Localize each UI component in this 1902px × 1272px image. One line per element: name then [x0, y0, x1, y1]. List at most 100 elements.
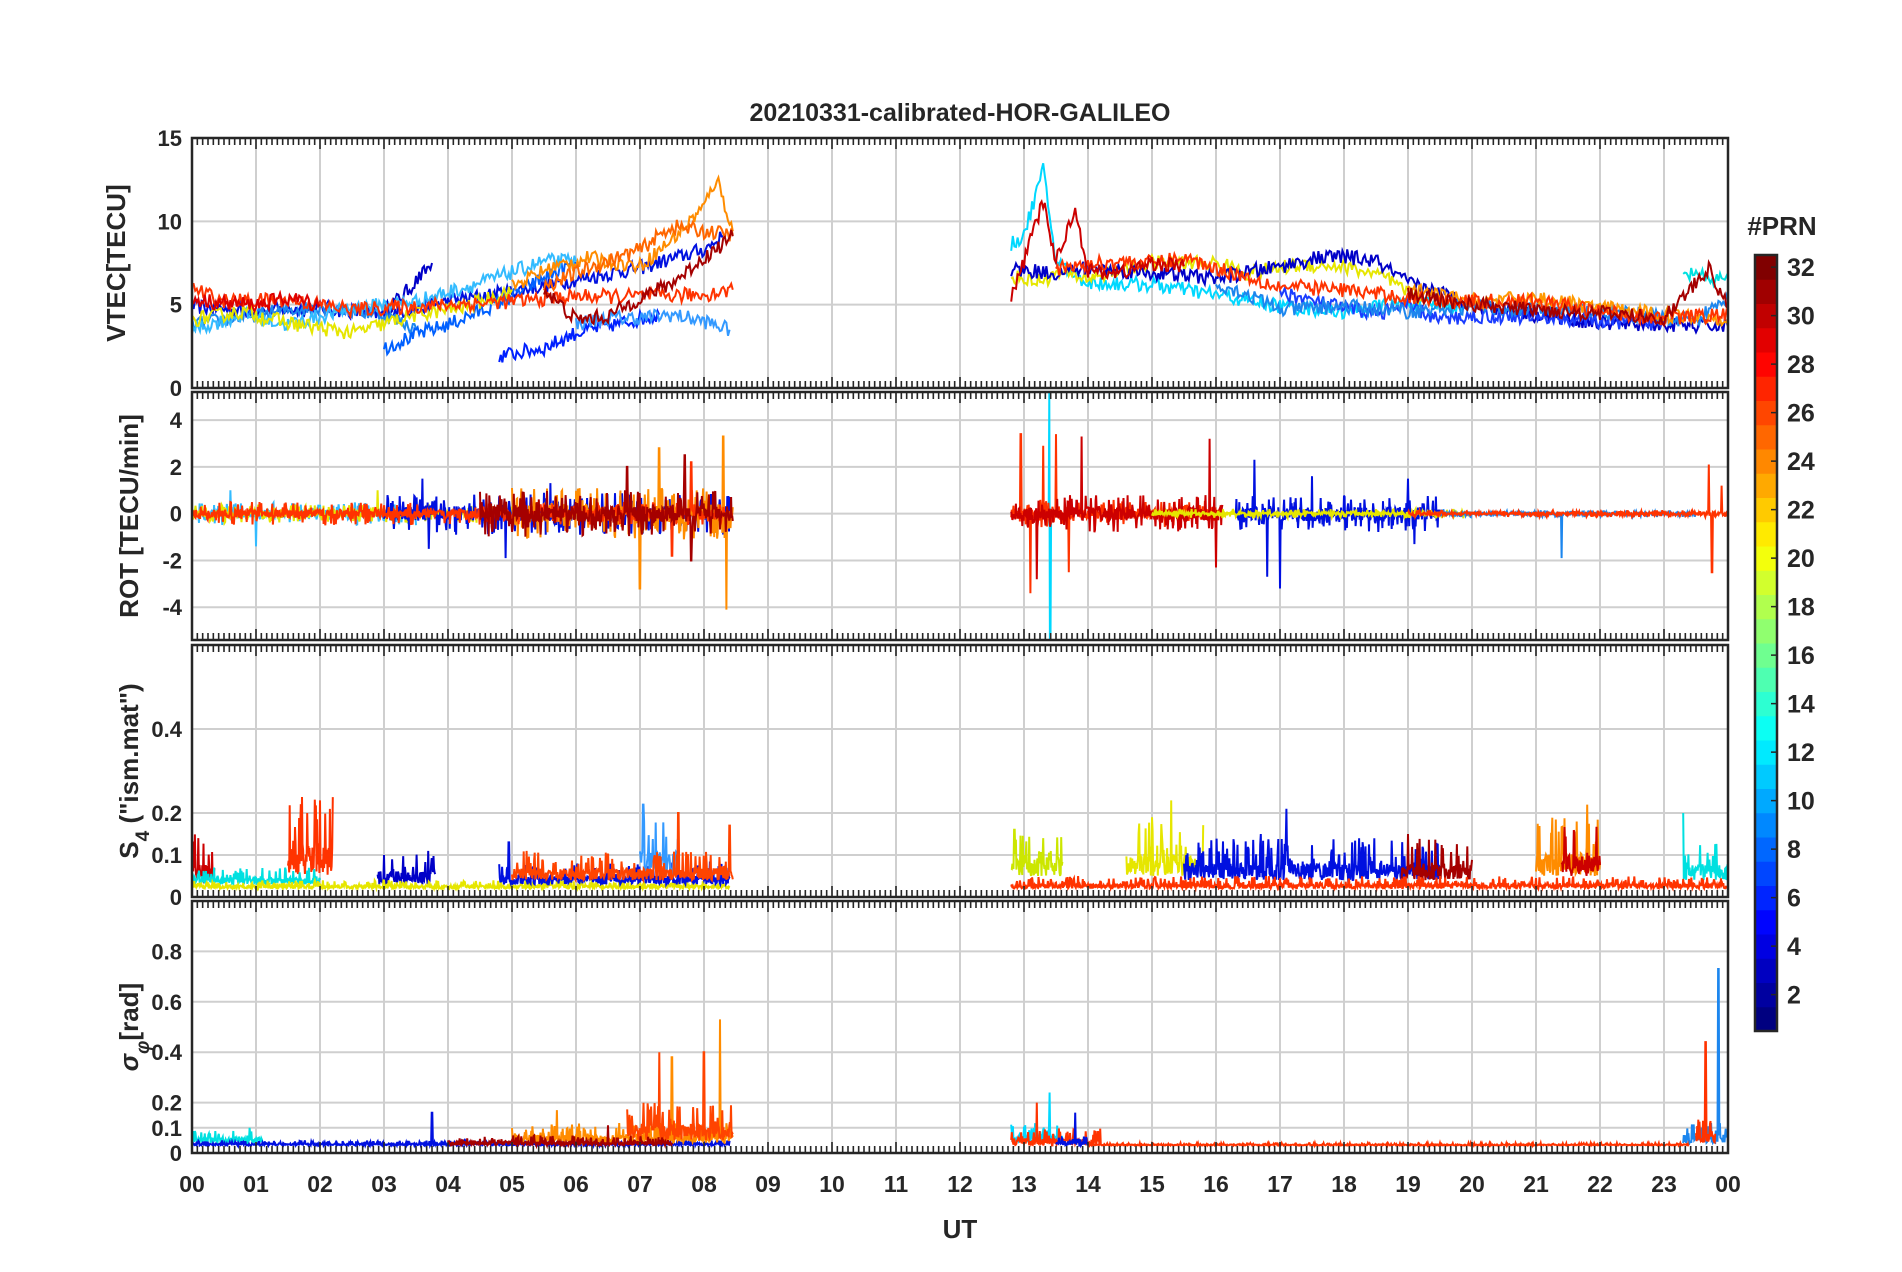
- y-tick-label: -4: [162, 595, 182, 620]
- colorbar-tick-label: 12: [1787, 739, 1815, 767]
- x-tick-label: 00: [1715, 1171, 1741, 1197]
- series-line-prn-27: [1407, 464, 1728, 574]
- series-line-prn-20: [1010, 252, 1422, 307]
- x-tick-label: 00: [179, 1171, 205, 1197]
- y-tick-label: 0: [170, 376, 182, 401]
- x-tick-label: 18: [1331, 1171, 1357, 1197]
- colorbar-swatch: [1755, 691, 1777, 717]
- colorbar-swatch: [1755, 909, 1777, 935]
- x-tick-label: 17: [1267, 1171, 1293, 1197]
- panel-frame: [190, 899, 1730, 1155]
- colorbar-swatch: [1755, 812, 1777, 838]
- colorbar-swatch: [1755, 303, 1777, 329]
- colorbar-swatch: [1755, 643, 1777, 668]
- series-line-prn-30: [1560, 826, 1601, 876]
- colorbar-swatch: [1755, 715, 1777, 741]
- y-axis-label: σφ[rad]: [114, 983, 154, 1071]
- colorbar-tick-label: 26: [1787, 400, 1815, 428]
- colorbar-tick-label: 2: [1787, 982, 1801, 1010]
- y-tick-label: 0.8: [151, 939, 182, 964]
- colorbar-tick-label: 32: [1787, 254, 1815, 282]
- colorbar-swatch: [1755, 764, 1777, 789]
- series-line-prn-20: [192, 285, 513, 340]
- y-tick-label: -2: [162, 548, 182, 573]
- y-tick-label: 0.6: [151, 990, 182, 1015]
- y-tick-label: 15: [158, 126, 182, 151]
- sigma-phi-panel: 00.10.2 0.4 0.6 0.8 σφ[rad]: [114, 899, 1730, 1166]
- colorbar-tick-label: 14: [1787, 691, 1815, 719]
- colorbar-tick-label: 8: [1787, 836, 1801, 864]
- series-line-prn-25: [543, 219, 734, 292]
- y-tick-label: 0.2: [151, 1091, 182, 1116]
- x-tick-label: 15: [1139, 1171, 1165, 1197]
- x-tick-label: 22: [1587, 1171, 1613, 1197]
- colorbar-swatch: [1755, 424, 1777, 450]
- x-tick-label: 19: [1395, 1171, 1421, 1197]
- y-tick-label: 0.1: [151, 843, 182, 868]
- series-line-prn-31: [479, 454, 734, 562]
- colorbar-swatch: [1755, 1006, 1777, 1032]
- series-line-prn-18: [1010, 828, 1064, 877]
- colorbar-swatch: [1755, 327, 1777, 353]
- colorbar-swatch: [1755, 861, 1777, 886]
- y-tick-label: 4: [170, 408, 183, 433]
- series-line-prn-26: [511, 812, 734, 884]
- colorbar-tick-label: 18: [1787, 594, 1815, 622]
- y-axis-label: VTEC[TECU]: [101, 184, 131, 341]
- x-tick-label: 14: [1075, 1171, 1101, 1197]
- colorbar-swatch: [1755, 521, 1777, 547]
- series-line-prn-27: [1087, 1139, 1691, 1149]
- x-tick-label: 13: [1011, 1171, 1037, 1197]
- series-line-prn-13: [192, 1127, 264, 1147]
- x-tick-label: 11: [884, 1171, 909, 1197]
- series-line-prn-26: [626, 1051, 734, 1142]
- vtec-panel: 0 5 10 15 VTEC[TECU]: [101, 126, 1730, 401]
- x-axis: 00 01 02 03 04 05 06 07 08 09 10 11 12 13 14 15 16 17 18 19…: [179, 1171, 1741, 1197]
- x-tick-label: 01: [243, 1171, 269, 1197]
- colorbar-tick-label: 6: [1787, 885, 1801, 913]
- y-tick-label: 0.4: [151, 1040, 182, 1065]
- colorbar-swatch: [1755, 352, 1777, 377]
- colorbar-label: #PRN: [1747, 211, 1816, 241]
- x-tick-label: 06: [563, 1171, 589, 1197]
- colorbar-swatch: [1755, 618, 1777, 644]
- colorbar-swatch: [1755, 376, 1777, 401]
- series-line-prn-6: [1279, 284, 1665, 331]
- colorbar-frame: [1753, 253, 1779, 1033]
- x-tick-label: 08: [691, 1171, 717, 1197]
- x-tick-label: 10: [819, 1171, 845, 1197]
- series-line-prn-27: [1010, 874, 1728, 893]
- x-tick-label: 07: [627, 1171, 653, 1197]
- colorbar-tick-label: 10: [1787, 788, 1815, 816]
- panel-frame: [190, 643, 1730, 899]
- colorbar-tick-label: 22: [1787, 497, 1815, 525]
- x-tick-label: 03: [371, 1171, 397, 1197]
- panel-frame: [190, 136, 1730, 390]
- colorbar-tick-label: 20: [1787, 545, 1815, 573]
- y-tick-label: 0.1: [151, 1116, 182, 1141]
- colorbar-swatch: [1755, 837, 1777, 862]
- colorbar-swatch: [1755, 449, 1777, 474]
- series-line-prn-2: [383, 262, 433, 318]
- series-line-prn-20: [1125, 800, 1205, 876]
- y-tick-label: 0: [170, 1141, 182, 1166]
- series-group: [192, 162, 1728, 363]
- colorbar-tick-label: 16: [1787, 642, 1815, 670]
- colorbar-swatch: [1755, 885, 1777, 911]
- colorbar-swatch: [1755, 497, 1777, 523]
- x-axis-label: UT: [943, 1214, 978, 1244]
- series-group: [192, 392, 1728, 640]
- panel-frame: [190, 390, 1730, 642]
- series-line-prn-11: [192, 251, 577, 336]
- series-line-prn-24: [511, 174, 734, 291]
- colorbar-swatch: [1755, 546, 1777, 571]
- series-line-prn-31: [1400, 833, 1473, 882]
- colorbar-swatch: [1755, 594, 1777, 620]
- y-tick-label: 0.4: [151, 717, 182, 742]
- colorbar-swatch: [1755, 255, 1777, 280]
- y-tick-label: 0.2: [151, 801, 182, 826]
- s4-panel: 0 0.1 0.2 0.4S4 ("ism.mat"): [114, 643, 1730, 910]
- colorbar-tick-label: 28: [1787, 351, 1815, 379]
